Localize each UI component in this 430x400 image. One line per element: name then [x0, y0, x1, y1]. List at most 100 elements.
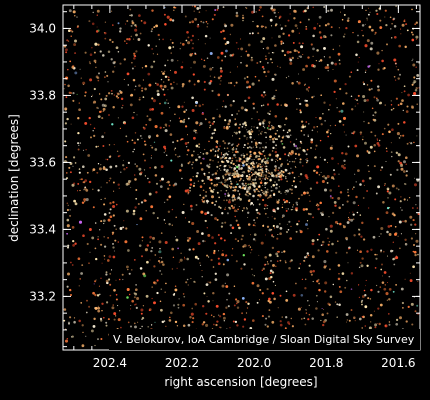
star-point	[140, 312, 143, 315]
star-point	[324, 24, 328, 27]
star-point	[246, 307, 249, 309]
star-point	[339, 290, 343, 294]
star-point	[238, 194, 240, 196]
star-point	[322, 113, 324, 115]
star-point	[290, 188, 293, 191]
star-point	[182, 293, 185, 295]
star-point	[343, 159, 346, 163]
star-point	[65, 156, 68, 159]
star-point	[323, 188, 328, 192]
star-point	[312, 6, 314, 9]
star-point	[178, 261, 181, 263]
star-point	[163, 320, 166, 322]
star-point	[163, 126, 165, 129]
star-point	[174, 147, 177, 149]
y-tick-label: 34.0	[29, 21, 56, 35]
star-point	[337, 163, 339, 165]
star-point	[216, 154, 219, 156]
star-point	[345, 92, 348, 95]
star-point	[217, 176, 220, 180]
star-point	[181, 177, 183, 180]
star-point	[73, 317, 76, 319]
star-point	[195, 158, 198, 162]
star-point	[345, 313, 349, 316]
star-point	[285, 298, 289, 302]
star-point	[251, 249, 253, 251]
star-point	[362, 197, 365, 199]
star-point	[71, 226, 75, 229]
star-point	[133, 141, 137, 145]
star-point	[272, 52, 275, 54]
star-point	[224, 221, 227, 224]
star-point	[250, 153, 252, 156]
star-point	[319, 156, 321, 158]
star-point	[361, 138, 364, 141]
star-point	[237, 190, 239, 192]
star-point	[348, 247, 350, 250]
star-point	[225, 199, 228, 202]
star-point	[384, 184, 386, 186]
star-point	[195, 204, 198, 206]
star-point	[123, 78, 125, 80]
star-point	[215, 323, 218, 327]
star-point	[288, 266, 291, 270]
star-point	[104, 21, 107, 23]
star-point	[269, 173, 272, 175]
star-point	[168, 319, 172, 322]
star-point	[201, 269, 203, 272]
star-point	[161, 273, 163, 275]
star-point	[126, 38, 129, 41]
star-point	[297, 153, 301, 156]
star-point	[321, 240, 325, 244]
star-point	[92, 11, 94, 14]
star-point	[316, 126, 318, 128]
star-point	[225, 164, 227, 167]
star-point	[203, 292, 206, 295]
star-point	[347, 262, 349, 264]
star-point	[175, 238, 179, 242]
star-point	[388, 191, 392, 195]
star-point	[172, 256, 175, 258]
star-point	[404, 278, 406, 280]
star-point	[334, 62, 338, 66]
star-point	[82, 234, 85, 237]
star-point	[318, 15, 322, 19]
star-point	[165, 125, 167, 127]
star-point	[390, 108, 393, 111]
star-point	[408, 196, 411, 199]
star-point	[295, 157, 297, 160]
star-point	[110, 269, 113, 271]
star-point	[400, 135, 402, 137]
star-point	[251, 181, 253, 183]
star-point	[69, 29, 72, 32]
star-point	[206, 227, 208, 229]
star-point	[248, 175, 251, 179]
star-point	[337, 240, 339, 242]
star-point	[235, 219, 238, 222]
star-point	[170, 311, 173, 315]
star-point	[305, 64, 308, 68]
star-point	[381, 49, 383, 52]
star-point	[161, 177, 164, 181]
star-point	[262, 48, 264, 50]
star-point	[247, 183, 249, 186]
star-point	[111, 10, 113, 12]
star-point	[120, 97, 124, 101]
star-point	[83, 198, 87, 202]
star-point	[322, 176, 324, 178]
star-point	[175, 216, 177, 219]
star-point	[127, 321, 130, 324]
star-point	[267, 169, 269, 171]
y-tick-label: 33.2	[29, 289, 56, 303]
star-point	[326, 174, 330, 179]
star-point	[308, 194, 311, 197]
star-point	[246, 207, 248, 209]
star-point	[179, 48, 181, 50]
star-point	[379, 303, 383, 307]
star-point	[143, 169, 146, 171]
star-point	[236, 300, 240, 304]
star-point	[241, 297, 245, 300]
star-point	[365, 69, 367, 71]
star-point	[271, 77, 275, 81]
star-point	[238, 226, 241, 230]
